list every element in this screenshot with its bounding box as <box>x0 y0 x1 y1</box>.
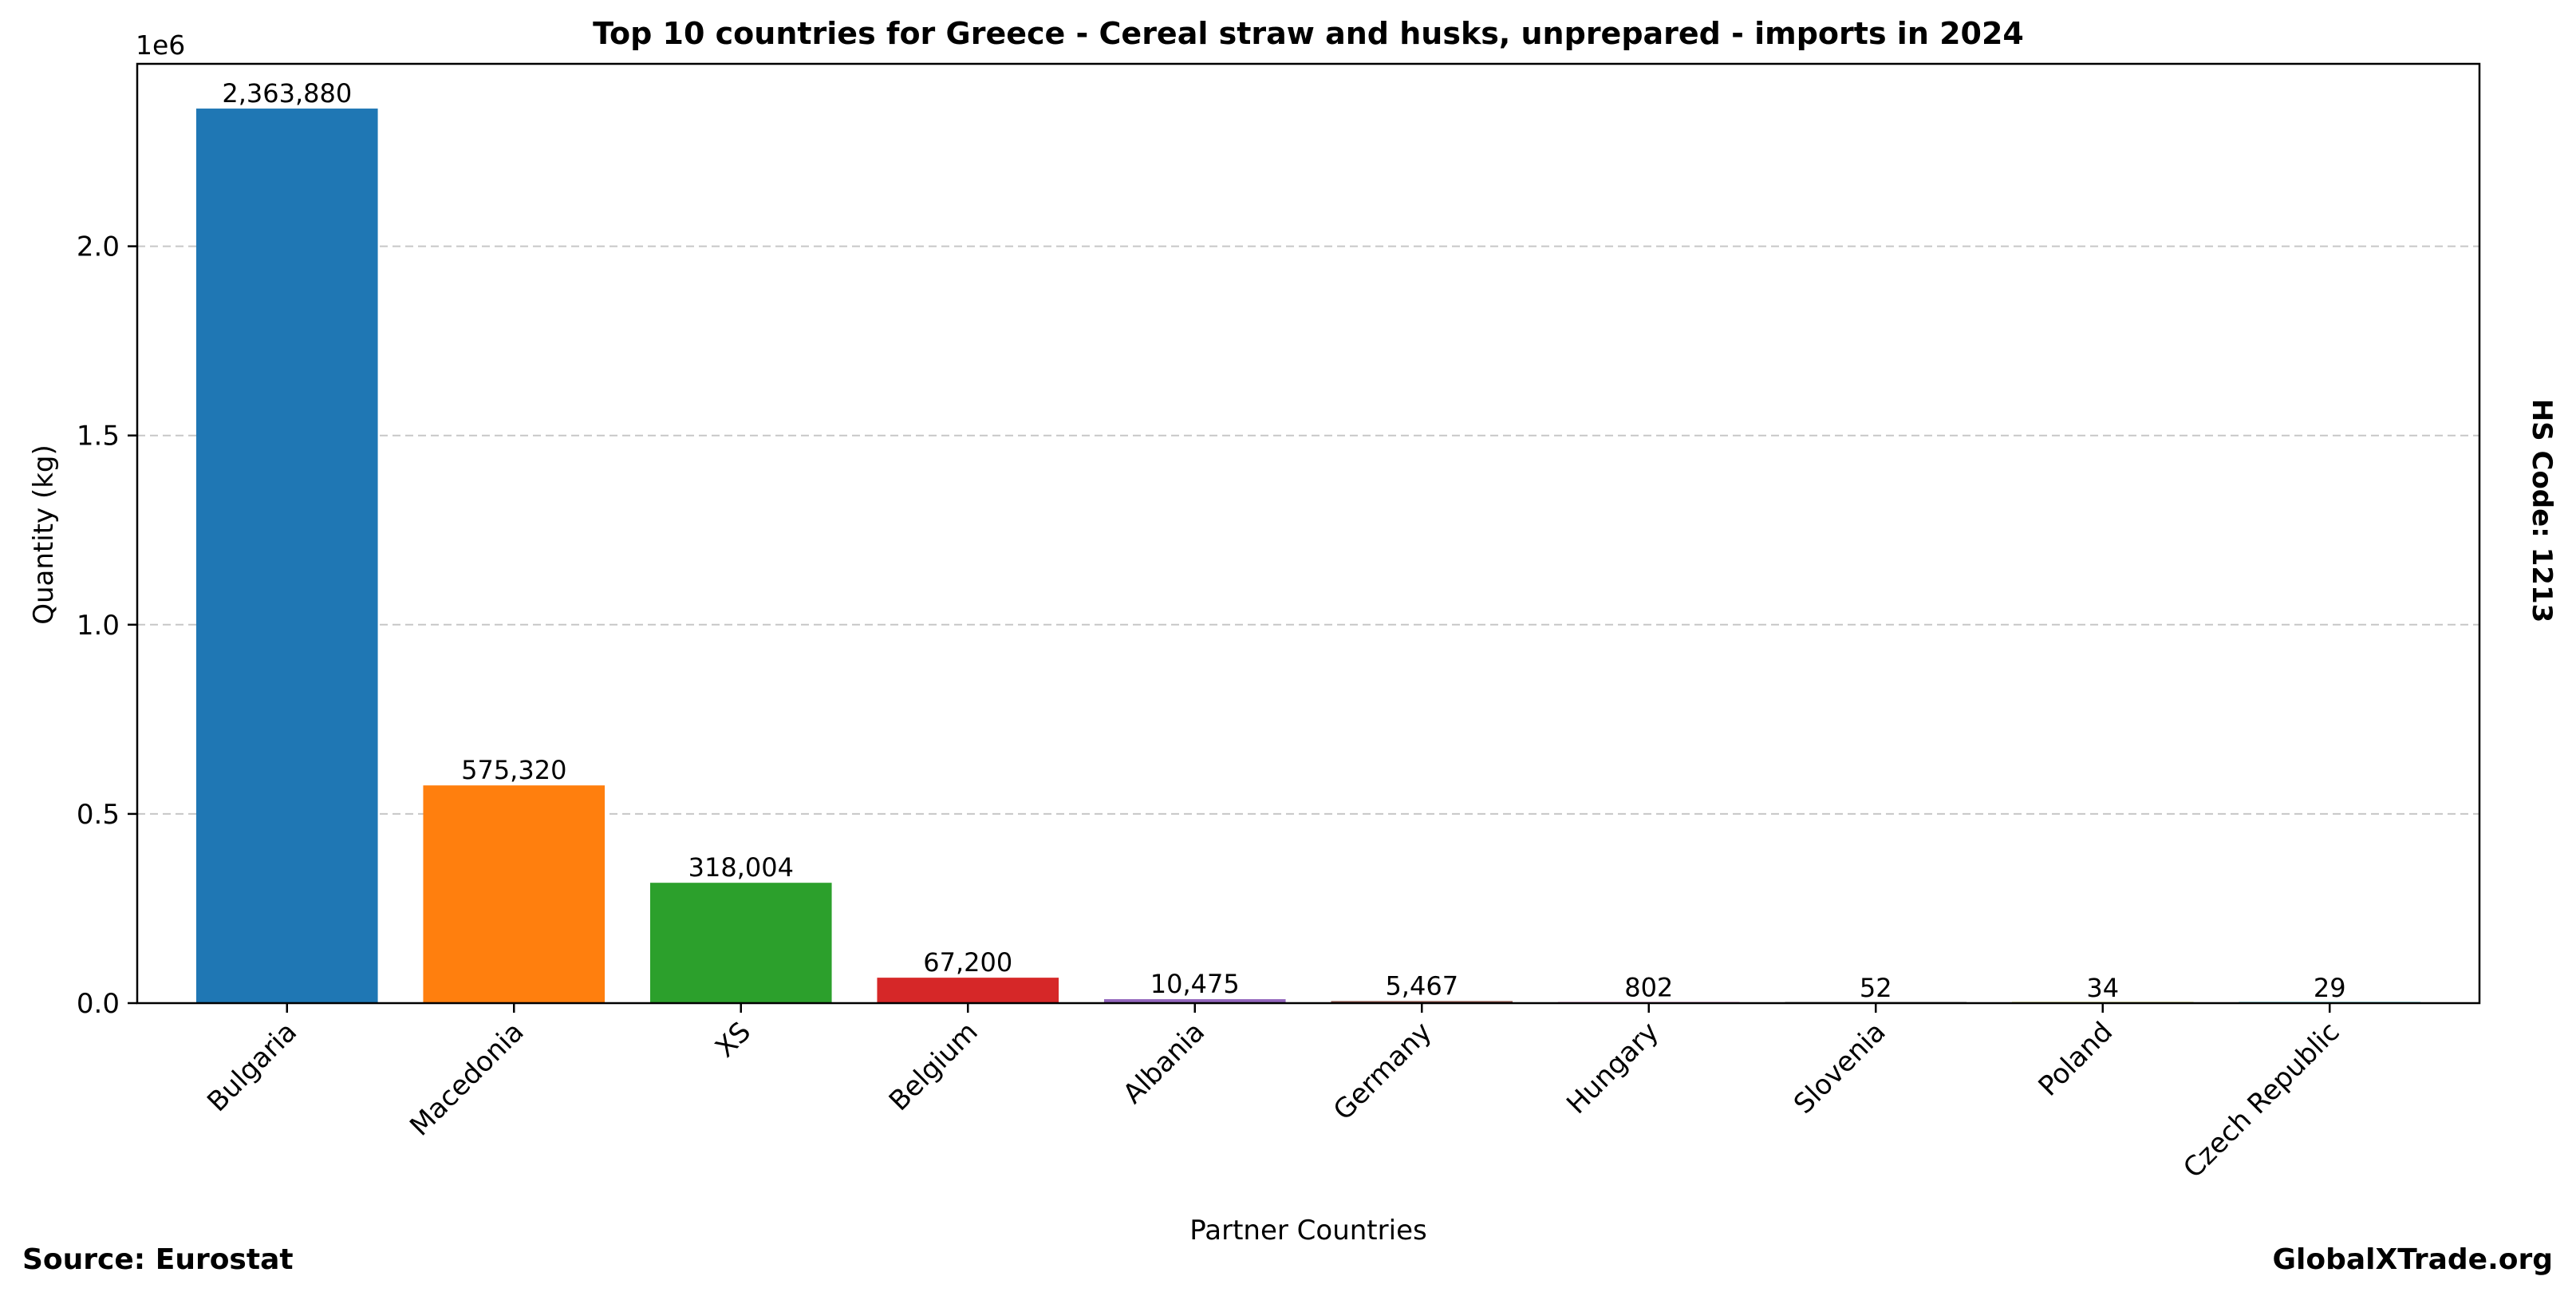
bar-value-label: 29 <box>2314 973 2346 1003</box>
x-axis-title: Partner Countries <box>1189 1215 1426 1247</box>
bars <box>195 109 2421 1004</box>
bar <box>877 978 1059 1003</box>
source-label: Source: Eurostat <box>22 1243 294 1276</box>
bar-value-label: 2,363,880 <box>222 78 352 109</box>
bar <box>1103 999 1286 1003</box>
y-tick-label: 2.0 <box>77 231 120 263</box>
y-tick-label: 0.5 <box>77 799 120 831</box>
bar-value-label: 318,004 <box>688 852 794 883</box>
bar <box>423 785 606 1003</box>
bar-value-label: 10,475 <box>1150 969 1240 999</box>
bar-value-label: 34 <box>2086 973 2119 1003</box>
bar <box>649 883 832 1003</box>
y-axis-ticks: 0.0 0.5 1.0 1.5 2.0 <box>77 231 137 1020</box>
y-tick-label: 0.0 <box>77 988 120 1020</box>
bar-value-label: 802 <box>1624 973 1673 1003</box>
chart-title: Top 10 countries for Greece - Cereal str… <box>593 16 2024 51</box>
bar-value-label: 5,467 <box>1385 970 1458 1001</box>
y-tick-label: 1.0 <box>77 610 120 642</box>
value-labels: 2,363,880 575,320 318,004 67,200 10,475 5,467… <box>222 78 2345 1003</box>
y-tick-label: 1.5 <box>77 421 120 452</box>
y-axis-offset-label: 1e6 <box>136 30 185 61</box>
brand-label: GlobalXTrade.org <box>2272 1243 2553 1276</box>
y-axis-title: Quantity (kg) <box>28 445 60 625</box>
plot-frame <box>136 62 2481 1005</box>
bar-value-label: 67,200 <box>923 947 1012 978</box>
bar-value-label: 575,320 <box>461 755 566 785</box>
bar <box>1331 1001 1513 1003</box>
bar <box>195 109 378 1004</box>
bar-value-label: 52 <box>1860 973 1892 1003</box>
hs-code-label: HS Code: 1213 <box>2526 399 2558 623</box>
